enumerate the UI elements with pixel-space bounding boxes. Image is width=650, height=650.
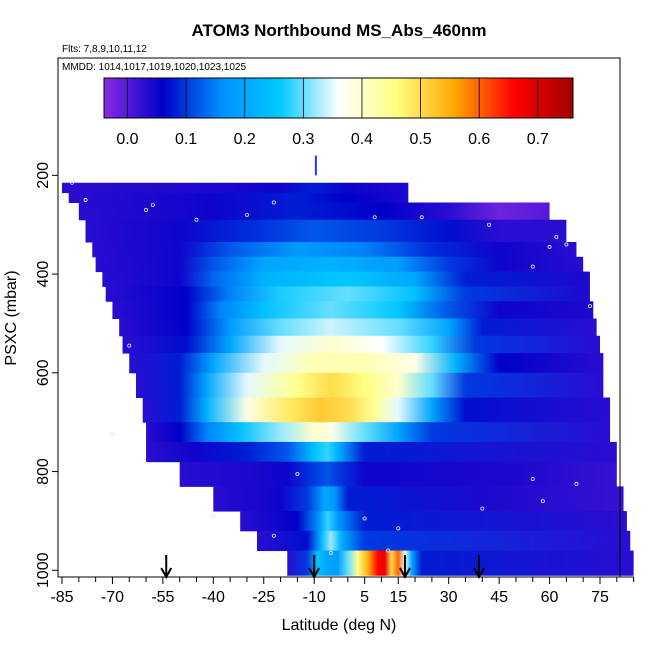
data-marker: [271, 200, 276, 205]
arrow-head: [473, 567, 485, 580]
x-tick-label: 30: [440, 589, 458, 606]
data-marker: [530, 476, 535, 481]
data-marker: [244, 212, 249, 217]
data-marker: [587, 304, 592, 309]
heatmap-band: [240, 511, 627, 532]
data-marker: [271, 533, 276, 538]
heatmap-band: [102, 271, 590, 287]
heatmap-band: [85, 219, 567, 243]
data-marker: [194, 217, 199, 222]
heatmap-band: [213, 486, 624, 512]
data-marker: [372, 215, 377, 220]
y-axis: 200 400 600 800 1000: [35, 162, 58, 588]
data-marker: [295, 472, 300, 477]
data-marker: [144, 207, 149, 212]
data-marker: [328, 551, 333, 556]
y-tick-label: 800: [35, 458, 52, 485]
chart-title: ATOM3 Northbound MS_Abs_460nm: [191, 21, 486, 40]
data-marker: [554, 235, 559, 240]
heatmap-band: [122, 335, 601, 354]
data-marker: [530, 264, 535, 269]
data-marker: [386, 548, 391, 553]
heatmap-band: [179, 461, 617, 487]
dates-label: MMDD: 1014,1017,1019,1020,1023,1025: [62, 62, 246, 73]
down-arrow: [473, 555, 485, 580]
x-axis-label: Latitude (deg N): [282, 617, 397, 634]
x-tick-label: 15: [389, 589, 407, 606]
colorbar: 0.0 0.1 0.2 0.3 0.4 0.5 0.6 0.7: [103, 77, 574, 148]
x-tick-label: -40: [202, 589, 225, 606]
heatmap-band: [146, 422, 611, 443]
x-tick-label: 5: [360, 589, 369, 606]
heatmap-band: [105, 286, 590, 302]
x-tick-label: -70: [101, 589, 124, 606]
data-marker: [574, 481, 579, 486]
x-tick-label: 60: [541, 589, 559, 606]
x-tick-label: 75: [591, 589, 609, 606]
data-marker: [419, 215, 424, 220]
data-marker: [547, 244, 552, 249]
data-marker: [127, 343, 132, 348]
heatmap-band: [287, 550, 634, 576]
data-marker: [83, 198, 88, 203]
heatmap-band: [95, 256, 584, 273]
data-marker: [150, 202, 155, 207]
heatmap-band: [142, 397, 611, 423]
heatmap-band: [92, 241, 577, 258]
colorbar-tick-label: 0.2: [234, 131, 256, 148]
heatmap-band: [112, 301, 594, 320]
heatmap-band: [62, 182, 409, 194]
y-axis-label: PSXC (mbar): [3, 270, 20, 365]
arrow-head: [399, 567, 411, 580]
colorbar-tick-label: 0.6: [468, 131, 490, 148]
colorbar-tick-label: 0.3: [292, 131, 314, 148]
down-arrow: [308, 555, 321, 580]
colorbar-tick-label: 0.0: [116, 131, 138, 148]
colorbar-tick-label: 0.1: [175, 131, 197, 148]
data-marker: [70, 180, 75, 185]
heatmap-band: [146, 441, 617, 463]
y-tick-label: 400: [35, 261, 52, 288]
data-marker: [396, 526, 401, 531]
x-tick-label: -25: [252, 589, 275, 606]
arrow-markers: [160, 555, 485, 580]
colorbar-tick-label: 0.4: [351, 131, 373, 148]
x-axis: -85 -70 -55 -40 -25 -10 5 15 30 45 60 75: [50, 576, 635, 606]
heatmap-band: [78, 202, 550, 221]
y-tick-label: 200: [35, 162, 52, 189]
colorbar-tick-label: 0.7: [527, 131, 549, 148]
colorbar-gradient: [103, 77, 574, 119]
data-marker: [110, 432, 115, 437]
y-tick-label: 1000: [35, 552, 52, 588]
heatmap-band: [257, 530, 631, 552]
plot-area: [62, 155, 634, 576]
flights-label: Flts: 7,8,9,10,11,12: [62, 44, 147, 55]
heatmap-band: [68, 192, 409, 203]
data-marker: [211, 513, 216, 518]
data-marker: [487, 222, 492, 227]
x-tick-label: -55: [151, 589, 174, 606]
data-marker: [362, 516, 367, 521]
heatmap-band: [129, 353, 604, 374]
data-marker: [540, 499, 545, 504]
heatmap-band: [119, 318, 597, 337]
down-arrow: [160, 555, 173, 580]
data-marker: [564, 242, 569, 247]
down-arrow: [399, 555, 411, 580]
x-tick-label: -10: [303, 589, 326, 606]
heatmap-band: [135, 372, 604, 399]
arrow-head: [160, 567, 173, 580]
y-tick-label: 600: [35, 359, 52, 386]
x-tick-label: -85: [50, 589, 73, 606]
x-tick-label: 45: [490, 589, 508, 606]
arrow-head: [308, 567, 321, 580]
colorbar-tick-label: 0.5: [409, 131, 431, 148]
data-marker: [480, 506, 485, 511]
